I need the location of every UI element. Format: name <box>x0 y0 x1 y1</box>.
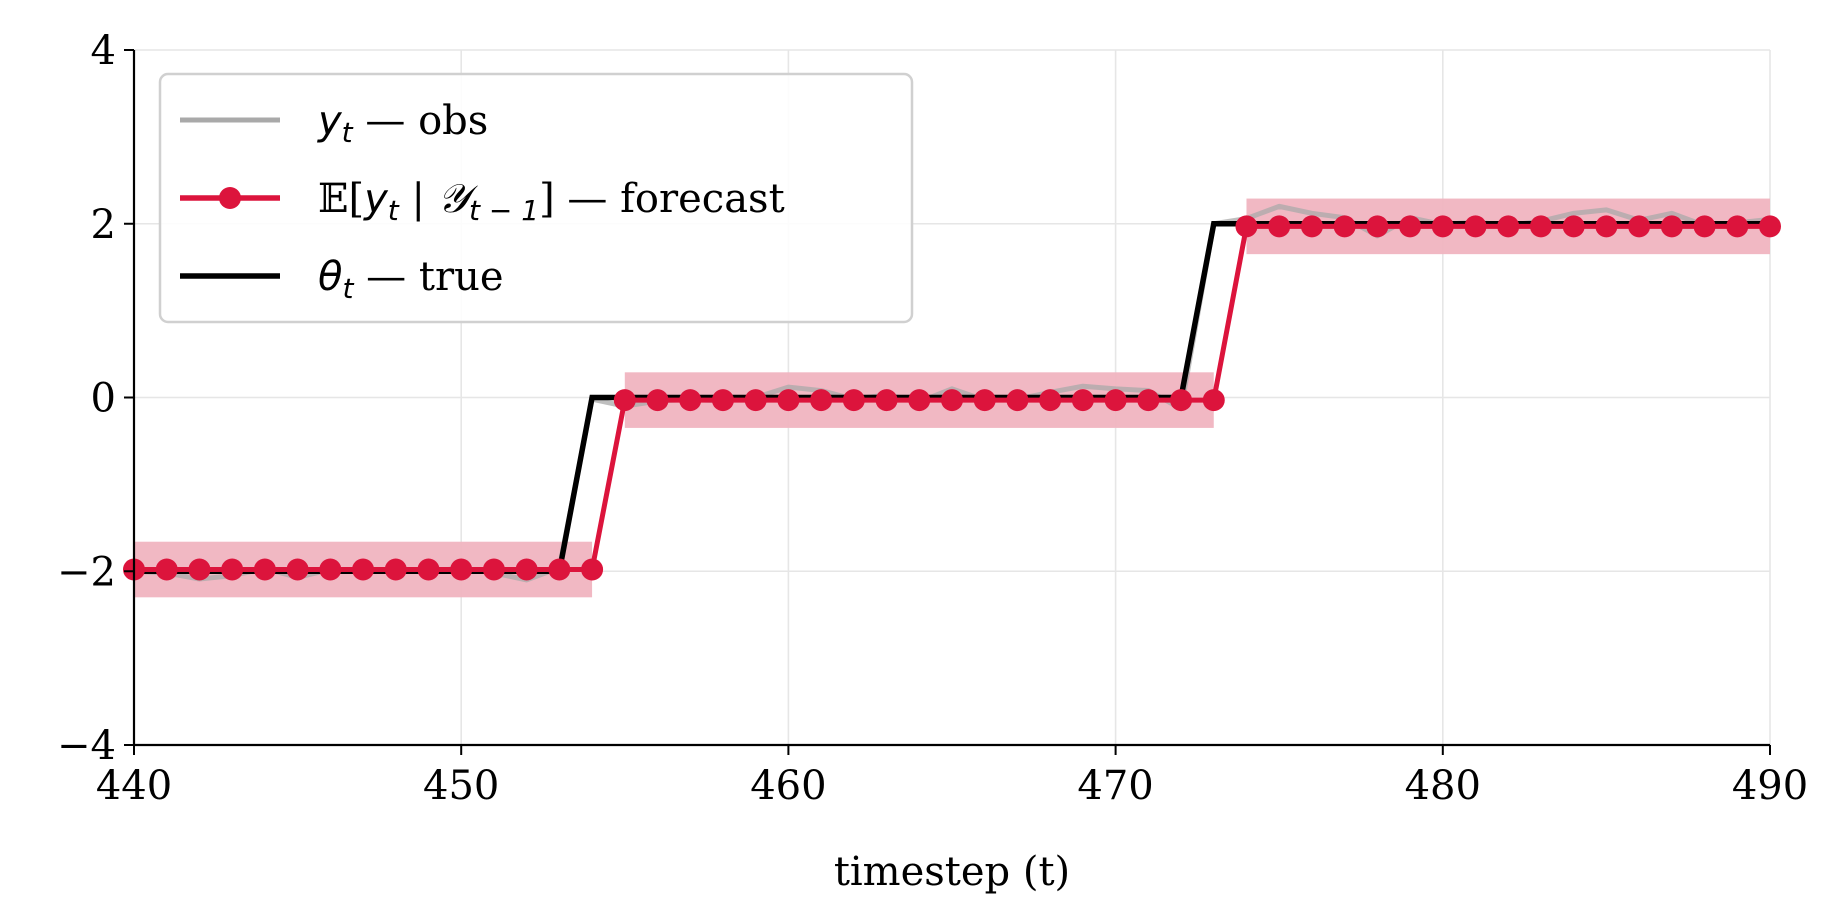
forecast-point <box>482 558 505 581</box>
ticks: 440 450 460 470 480 490 −4 −2 0 2 4 <box>57 28 1808 809</box>
forecast-point <box>253 558 276 581</box>
forecast-point <box>1235 215 1258 238</box>
forecast-point <box>941 389 963 412</box>
forecast-point <box>1628 215 1651 238</box>
legend-box <box>158 72 914 324</box>
forecast-point <box>777 389 800 412</box>
forecast-point <box>417 558 440 581</box>
forecast-point <box>1660 215 1683 238</box>
plot-lines <box>123 203 1781 583</box>
forecast-point <box>286 558 309 581</box>
forecast-point <box>842 389 865 412</box>
forecast-point <box>973 389 996 412</box>
x-tick-label: 440 <box>96 763 172 809</box>
forecast-point <box>450 558 473 581</box>
y-tick-label: 4 <box>91 28 116 74</box>
legend-label: 𝔼[yt | 𝒴t − 1] — forecast <box>318 176 785 227</box>
forecast-point <box>1759 215 1781 238</box>
x-tick-label: 460 <box>750 763 826 809</box>
forecast-point <box>1006 389 1029 412</box>
forecast-point <box>319 558 342 581</box>
forecast-point <box>1726 215 1749 238</box>
legend-label: θt — true <box>318 254 504 305</box>
forecast-point <box>1366 215 1389 238</box>
forecast-point <box>1071 389 1094 412</box>
forecast-point <box>548 558 571 581</box>
forecast-point <box>1693 215 1716 238</box>
y-tick-label: 2 <box>91 202 116 248</box>
forecast-point <box>744 389 767 412</box>
x-tick-label: 480 <box>1405 763 1481 809</box>
x-tick-label: 490 <box>1732 763 1808 809</box>
y-tick-label: 0 <box>91 376 116 422</box>
forecast-point <box>1595 215 1618 238</box>
forecast-point <box>581 558 604 581</box>
forecast-point <box>188 558 211 581</box>
forecast-point <box>1268 215 1291 238</box>
legend: yt — obs 𝔼[yt | 𝒴t − 1] — forecast θt — tr… <box>158 72 914 324</box>
forecast-point <box>1529 215 1552 238</box>
legend-label: yt — obs <box>317 98 488 149</box>
forecast-point <box>515 558 538 581</box>
x-axis-label: timestep (t) <box>834 849 1070 895</box>
forecast-point <box>352 558 375 581</box>
forecast-point <box>1300 215 1323 238</box>
forecast-point <box>810 389 833 412</box>
forecast-point <box>1431 215 1454 238</box>
forecast-point <box>1039 389 1062 412</box>
legend-marker <box>219 187 241 209</box>
forecast-point <box>613 389 636 412</box>
forecast-point <box>908 389 931 412</box>
forecast-point <box>1104 389 1127 412</box>
forecast-point <box>875 389 898 412</box>
forecast-point <box>1333 215 1356 238</box>
forecast-point <box>711 389 734 412</box>
forecast-point <box>1170 389 1193 412</box>
y-tick-label: −4 <box>57 723 116 769</box>
forecast-point <box>1399 215 1422 238</box>
forecast-point <box>1562 215 1585 238</box>
forecast-point <box>679 389 702 412</box>
legend-item-obs: yt — obs <box>180 98 488 149</box>
forecast-point <box>1202 389 1225 412</box>
forecast-point <box>155 558 178 581</box>
forecast-point <box>221 558 244 581</box>
forecast-point <box>384 558 407 581</box>
y-tick-label: −2 <box>57 549 116 595</box>
forecast-point <box>646 389 669 412</box>
legend-item-true: θt — true <box>180 254 504 305</box>
x-tick-label: 470 <box>1077 763 1153 809</box>
forecast-point <box>1497 215 1520 238</box>
x-tick-label: 450 <box>423 763 499 809</box>
forecast-point <box>1137 389 1160 412</box>
forecast-point <box>1464 215 1487 238</box>
legend-item-forecast: 𝔼[yt | 𝒴t − 1] — forecast <box>180 176 785 227</box>
